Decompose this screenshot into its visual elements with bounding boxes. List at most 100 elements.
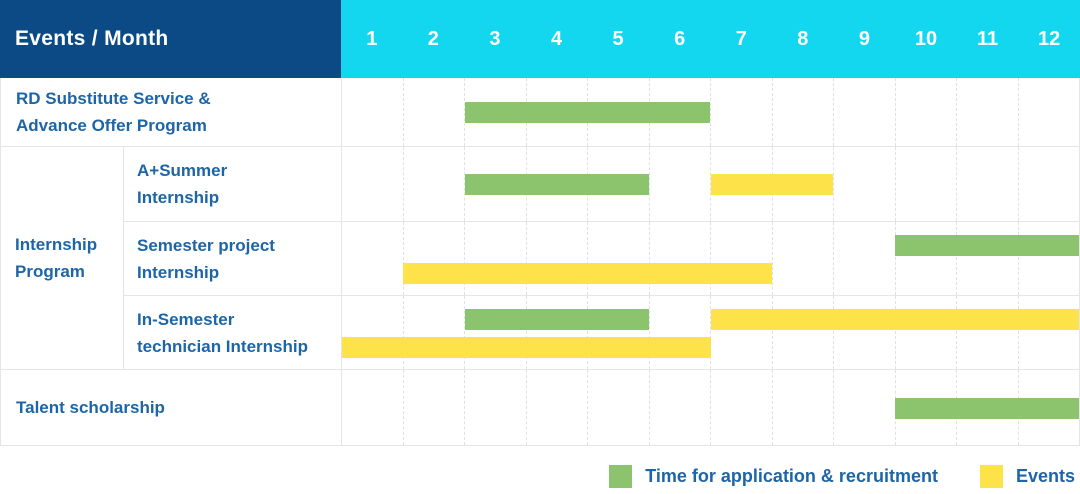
month-label-7: 7: [735, 27, 747, 50]
month-grid-cell-8: [771, 296, 834, 369]
group-rows: Talent scholarship: [1, 370, 1079, 445]
table-body: RD Substitute Service & Advance Offer Pro…: [0, 78, 1080, 446]
table-row: Talent scholarship: [1, 370, 1079, 445]
gantt-bar-events: [710, 174, 834, 195]
month-grid-cell-9: [833, 78, 895, 146]
group-label-line: Internship: [15, 235, 98, 254]
table-row: A+Summer Internship: [124, 147, 1079, 221]
month-grid-cell-12: [1017, 147, 1080, 221]
month-label-5: 5: [612, 27, 624, 50]
month-grid-cell-3: [464, 147, 526, 221]
timeline: [342, 222, 1079, 295]
month-grid-cell-12: [1017, 222, 1080, 295]
row-label-line: RD Substitute Service &: [16, 89, 211, 108]
month-label-6: 6: [674, 27, 686, 50]
month-grid-cell-2: [402, 222, 465, 295]
month-label-2: 2: [427, 27, 439, 50]
month-label-8: 8: [797, 27, 809, 50]
row-label: A+Summer Internship: [124, 147, 342, 221]
month-label-12: 12: [1038, 27, 1061, 50]
month-grid-cell-2: [402, 78, 465, 146]
month-grid-cell-3: [464, 370, 526, 445]
month-grid-cell-10: [894, 296, 957, 369]
gantt-bar-application-recruitment: [894, 235, 1079, 256]
month-grid-cell-5: [587, 222, 649, 295]
timeline: [342, 78, 1079, 146]
month-label-11: 11: [976, 27, 999, 50]
month-grid-cell-4: [525, 222, 588, 295]
month-grid-cell-8: [771, 370, 834, 445]
month-grid-cell-11: [956, 147, 1018, 221]
month-grid-cell-5: [587, 296, 649, 369]
table-header-row: Events / Month 1 2 3 4 5 6 7 8 9 10 11 12: [0, 0, 1080, 78]
timeline: [342, 296, 1079, 369]
month-grid-cell-7: [710, 78, 772, 146]
row-label: In-Semester technician Internship: [124, 296, 342, 369]
month-grid-cell-3: [464, 78, 526, 146]
month-grid-cell-10: [894, 222, 957, 295]
month-grid-cell-1: [342, 296, 403, 369]
row-label-line: Internship: [137, 188, 220, 207]
gantt-bar-application-recruitment: [894, 397, 1079, 419]
month-label-10: 10: [914, 27, 938, 50]
group-label: Internship Program: [1, 147, 124, 369]
gantt-bar-application-recruitment: [464, 102, 711, 123]
month-grid-cell-5: [587, 370, 649, 445]
month-grid-cell-7: [710, 296, 772, 369]
month-grid-cell-6: [648, 222, 711, 295]
month-grid-cell-2: [402, 147, 465, 221]
row-label-line: A+Summer: [137, 161, 228, 180]
month-label-4: 4: [550, 27, 563, 50]
month-grid-cell-9: [833, 370, 895, 445]
month-grid-cell-11: [956, 222, 1018, 295]
legend-label-yellow: Events: [1015, 466, 1075, 486]
month-grid-cell-11: [956, 296, 1018, 369]
row-label: RD Substitute Service & Advance Offer Pro…: [1, 78, 342, 146]
row-label: Semester project Internship: [124, 222, 342, 295]
month-label-1: 1: [366, 27, 378, 50]
timeline: [342, 370, 1079, 445]
gantt-table: Events / Month 1 2 3 4 5 6 7 8 9 10 11 12 RD Substi…: [0, 0, 1080, 446]
group-rows: RD Substitute Service & Advance Offer Pro…: [1, 78, 1079, 146]
gantt-bar-events: [710, 309, 1079, 330]
table-title: Events / Month: [15, 27, 169, 50]
month-grid-cell-7: [710, 222, 772, 295]
group-label-line: Program: [15, 262, 85, 281]
table-row: In-Semester technician Internship: [124, 295, 1079, 369]
month-grid-cell-8: [771, 222, 834, 295]
row-label-line: Advance Offer Program: [16, 116, 207, 135]
month-grid-cell-1: [342, 147, 403, 221]
timeline: [342, 147, 1079, 221]
month-grid-cell-7: [710, 370, 772, 445]
row-group: Talent scholarship: [1, 369, 1079, 445]
month-grid-cell-2: [402, 296, 465, 369]
row-label: Talent scholarship: [1, 370, 342, 445]
month-grid-cell-10: [894, 78, 957, 146]
row-label-line: technician Internship: [137, 336, 308, 356]
gantt-bar-events: [403, 263, 772, 284]
month-grid-cell-1: [342, 370, 403, 445]
legend-item-green: Time for application & recruitment: [609, 465, 938, 488]
row-label-line: Internship: [137, 262, 220, 282]
month-grid-cell-1: [342, 78, 403, 146]
month-grid-cell-12: [1017, 296, 1080, 369]
month-grid-cell-9: [833, 296, 895, 369]
month-grid-cell-2: [402, 370, 465, 445]
row-label-line: In-Semester: [137, 309, 235, 329]
month-grid-cell-12: [1017, 78, 1080, 146]
gantt-bar-application-recruitment: [464, 174, 650, 195]
month-grid-cell-8: [771, 78, 834, 146]
legend: Time for application & recruitment Events: [0, 465, 1080, 488]
events-month-header-cell: Events / Month: [0, 0, 341, 78]
month-grid-cell-7: [710, 147, 772, 221]
month-grid-cell-10: [894, 147, 957, 221]
legend-swatch-green-icon: [609, 465, 633, 488]
month-label-9: 9: [858, 27, 870, 50]
month-grid-cell-6: [648, 370, 711, 445]
month-header-strip: 1 2 3 4 5 6 7 8 9 10 11 12: [341, 0, 1080, 78]
month-grid-cell-1: [342, 222, 403, 295]
gantt-bar-events: [342, 337, 711, 358]
month-grid-cell-4: [525, 370, 588, 445]
month-grid-cell-9: [833, 147, 895, 221]
